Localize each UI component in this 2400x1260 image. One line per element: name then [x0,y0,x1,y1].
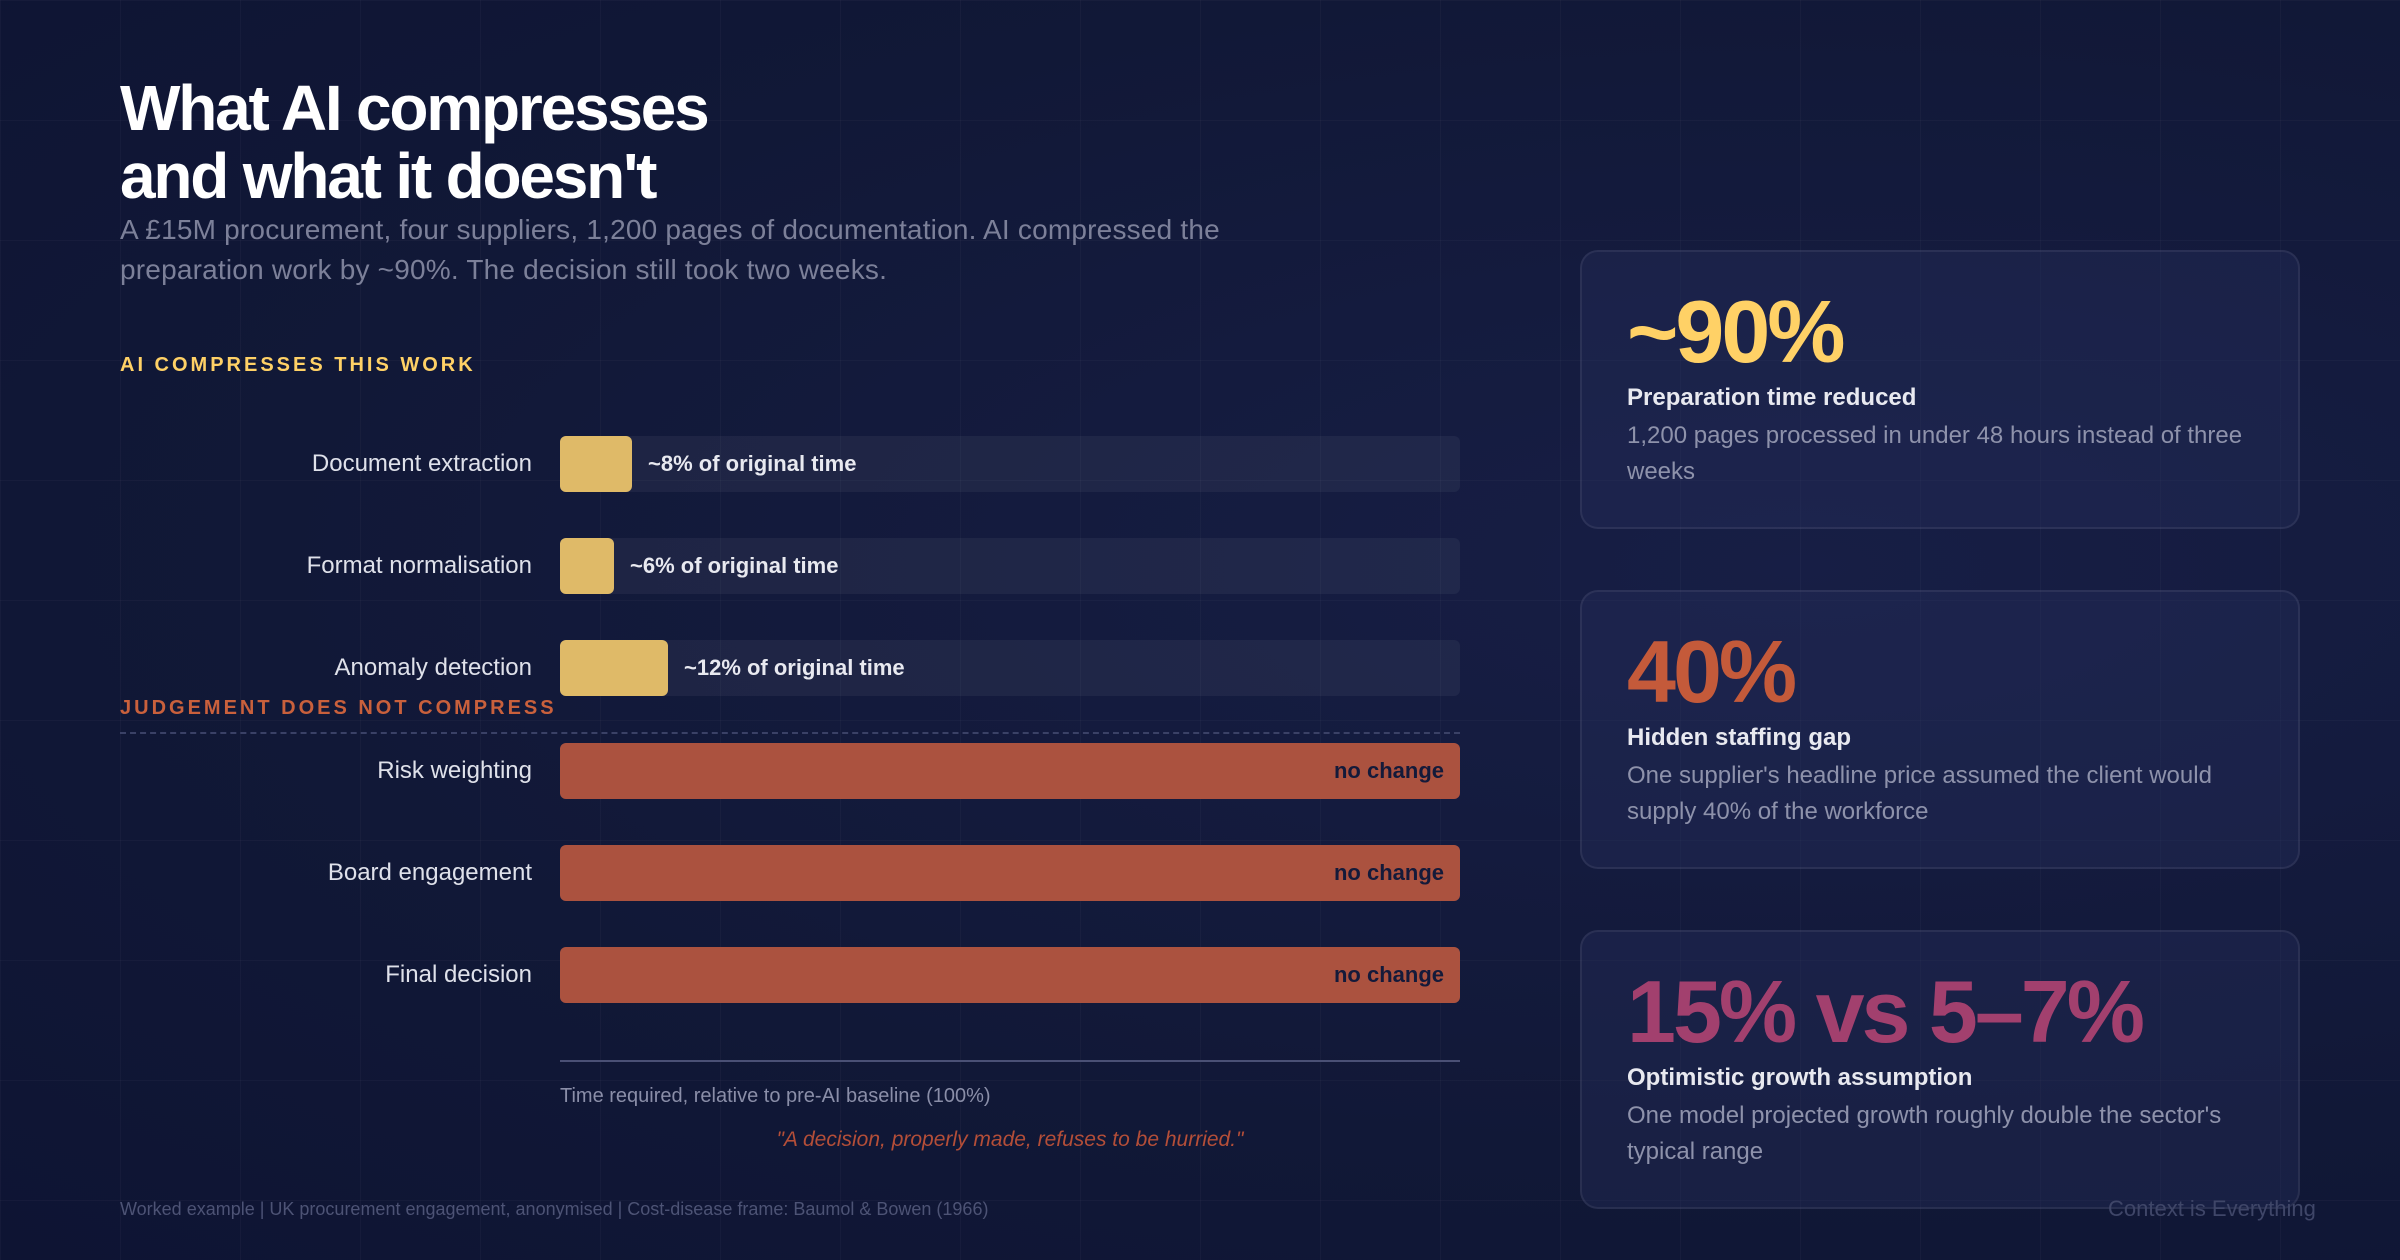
bar-track: no change [560,947,1460,1003]
stat-title: Hidden staffing gap [1627,724,1851,751]
bar-risk-weighting [560,743,1460,799]
bar-value-label: no change [1333,758,1444,783]
section-label-compress: AI COMPRESSES THIS WORK [120,354,476,376]
bar-final-decision [560,947,1460,1003]
bar-value-label: ~12% of original time [684,655,905,680]
brand-watermark: Context is Everything [2108,1196,2316,1221]
x-axis-label: Time required, relative to pre-AI baseli… [560,1085,991,1107]
bar-track: ~6% of original time [560,538,1460,594]
title-line-1: What AI compresses [120,72,710,144]
stat-description: One model projected growth roughly doubl… [1627,1102,2222,1165]
row-label-final-decision: Final decision [385,961,532,988]
bar-value-label: no change [1333,962,1444,987]
bar-track: no change [560,743,1460,799]
stat-description: One supplier's headline price assumed th… [1627,762,2212,825]
row-label-anomaly-detection: Anomaly detection [334,654,532,681]
bar-track: no change [560,845,1460,901]
stat-card-preparation: ~90% Preparation time reduced 1,200 page… [1580,250,2300,529]
stat-value: 40% [1627,622,1797,721]
bar-value-label: no change [1333,860,1444,885]
stat-value: 15% vs 5–7% [1627,962,2145,1061]
stat-card-growth-assumption: 15% vs 5–7% Optimistic growth assumption… [1580,930,2300,1209]
bar-format-normalisation [560,538,614,594]
bar-value-label: ~8% of original time [648,451,857,476]
footer-note: Worked example | UK procurement engageme… [120,1199,989,1219]
bar-anomaly-detection [560,640,668,696]
stat-card-staffing-gap: 40% Hidden staffing gap One supplier's h… [1580,590,2300,869]
section-divider [120,732,1460,734]
title-line-2: and what it doesn't [120,140,657,212]
x-axis-line [560,1060,1460,1062]
row-label-risk-weighting: Risk weighting [377,757,532,784]
row-label-format-normalisation: Format normalisation [306,552,532,579]
stat-value: ~90% [1627,282,1846,381]
stat-description: 1,200 pages processed in under 48 hours … [1627,422,2243,485]
quote: "A decision, properly made, refuses to b… [776,1128,1244,1151]
bar-track: ~12% of original time [560,640,1460,696]
row-label-document-extraction: Document extraction [311,450,532,477]
page-subtitle: A £15M procurement, four suppliers, 1,20… [120,214,1220,285]
section-label-judgement: JUDGEMENT DOES NOT COMPRESS [120,697,557,719]
bar-value-label: ~6% of original time [630,553,839,578]
row-label-board-engagement: Board engagement [327,859,532,886]
bar-board-engagement [560,845,1460,901]
page-title: What AI compresses and what it doesn't [120,72,710,212]
stat-title: Optimistic growth assumption [1627,1064,1973,1091]
bar-document-extraction [560,436,632,492]
stat-title: Preparation time reduced [1627,384,1917,411]
bar-track: ~8% of original time [560,436,1460,492]
